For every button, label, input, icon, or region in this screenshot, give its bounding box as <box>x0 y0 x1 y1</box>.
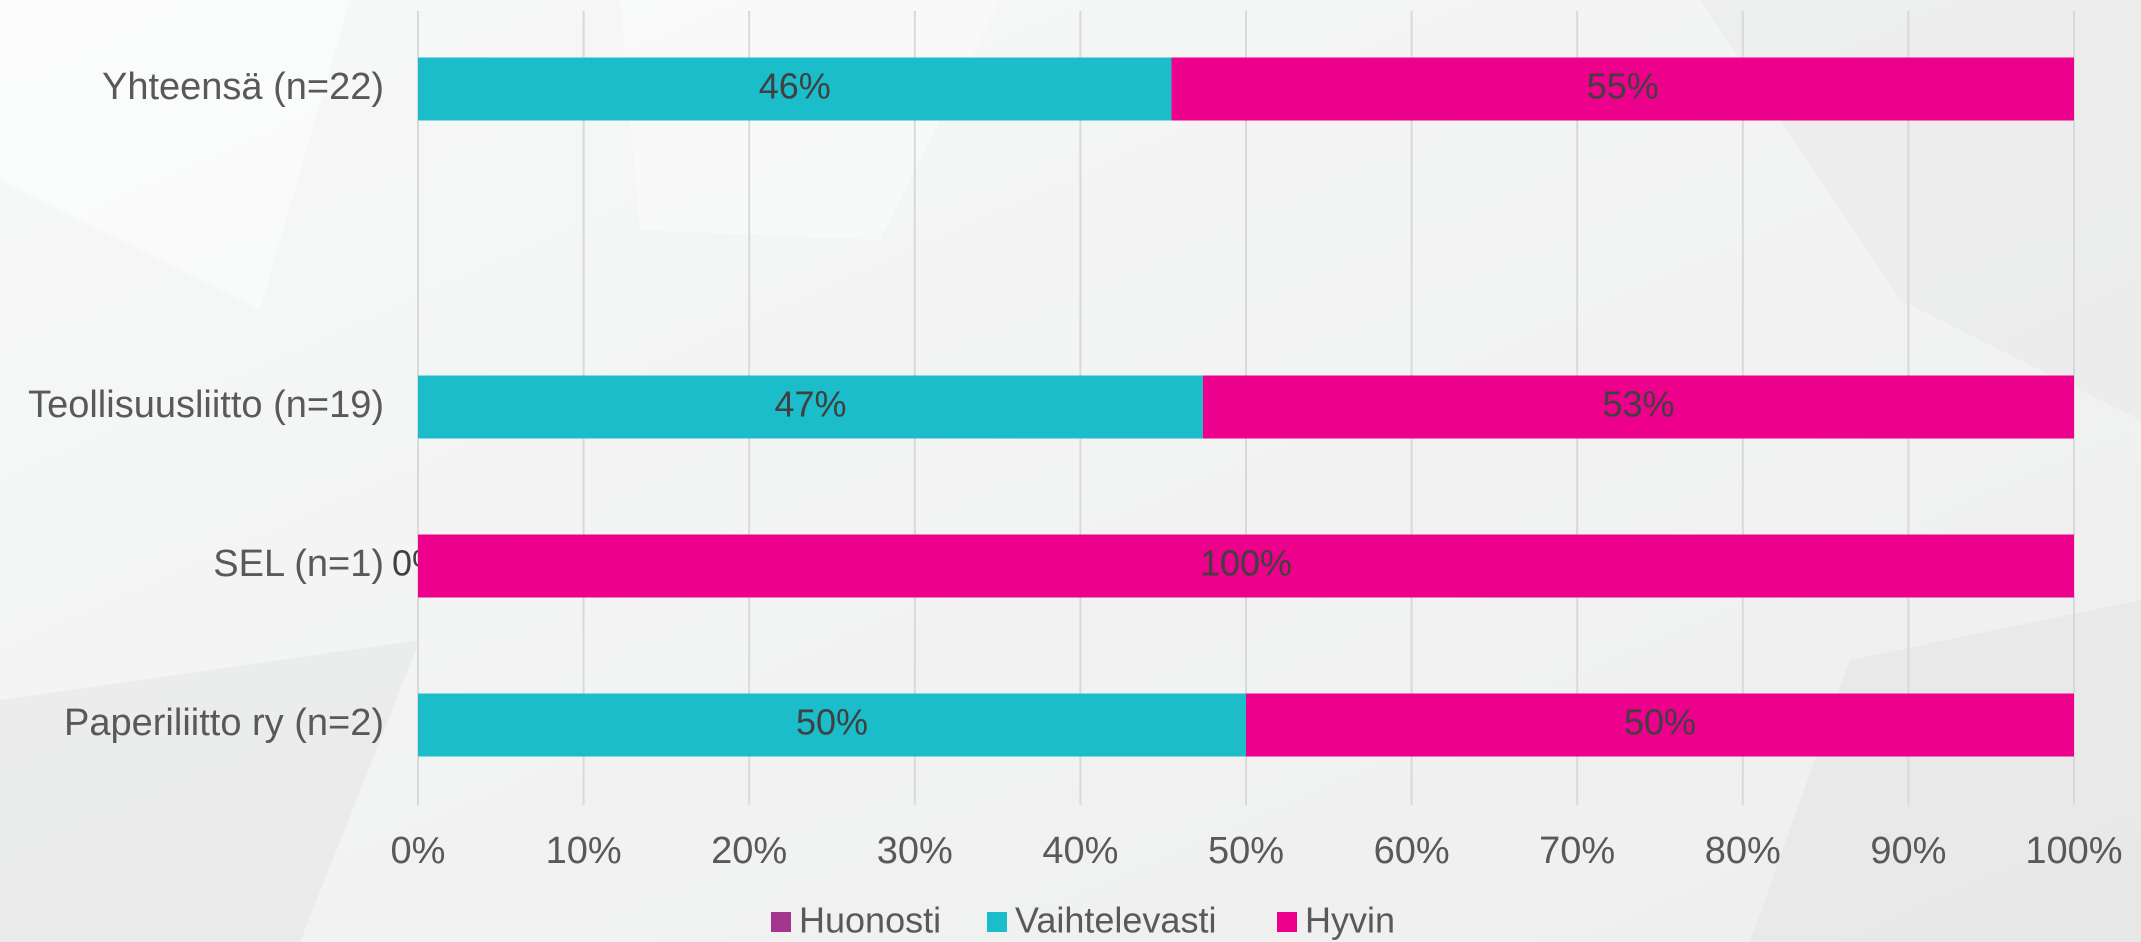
x-tick-label: 100% <box>2025 830 2122 872</box>
data-label: 47% <box>774 384 846 425</box>
y-tick-label: Paperiliitto ry (n=2) <box>64 702 384 744</box>
bar-segment <box>1246 693 2074 757</box>
bar-segment <box>418 375 1203 439</box>
legend-label: Huonosti <box>799 900 941 941</box>
legend-swatch <box>771 912 791 932</box>
bg-shape <box>0 640 420 942</box>
x-tick-label: 80% <box>1705 830 1781 872</box>
bar-segment <box>418 693 1246 757</box>
data-label: 55% <box>1587 66 1659 107</box>
data-label: 46% <box>759 66 831 107</box>
bar-segment <box>1171 57 2074 121</box>
data-label: 50% <box>1624 702 1696 743</box>
x-tick-label: 30% <box>877 830 953 872</box>
legend-label: Hyvin <box>1305 900 1395 941</box>
bar-segment <box>418 534 2074 598</box>
x-tick-label: 90% <box>1870 830 1946 872</box>
y-tick-label: Teollisuusliitto (n=19) <box>28 384 384 426</box>
x-tick-label: 20% <box>711 830 787 872</box>
legend-swatch <box>1277 912 1297 932</box>
legend-swatch <box>987 912 1007 932</box>
x-tick-label: 0% <box>391 830 446 872</box>
bar-segment <box>418 57 1172 121</box>
bg-shape <box>0 0 350 310</box>
x-tick-label: 10% <box>546 830 622 872</box>
bg-shape <box>1750 600 2141 942</box>
data-label: 100% <box>1200 543 1292 584</box>
data-label: 50% <box>796 702 868 743</box>
x-tick-label: 50% <box>1208 830 1284 872</box>
bar-segment <box>1202 375 2074 439</box>
y-tick-label: SEL (n=1) <box>213 543 384 585</box>
legend-label: Vaihtelevasti <box>1015 900 1216 941</box>
x-tick-label: 60% <box>1374 830 1450 872</box>
x-tick-label: 40% <box>1042 830 1118 872</box>
y-tick-label: Yhteensä (n=22) <box>102 66 384 108</box>
x-tick-label: 70% <box>1539 830 1615 872</box>
data-label: 53% <box>1602 384 1674 425</box>
